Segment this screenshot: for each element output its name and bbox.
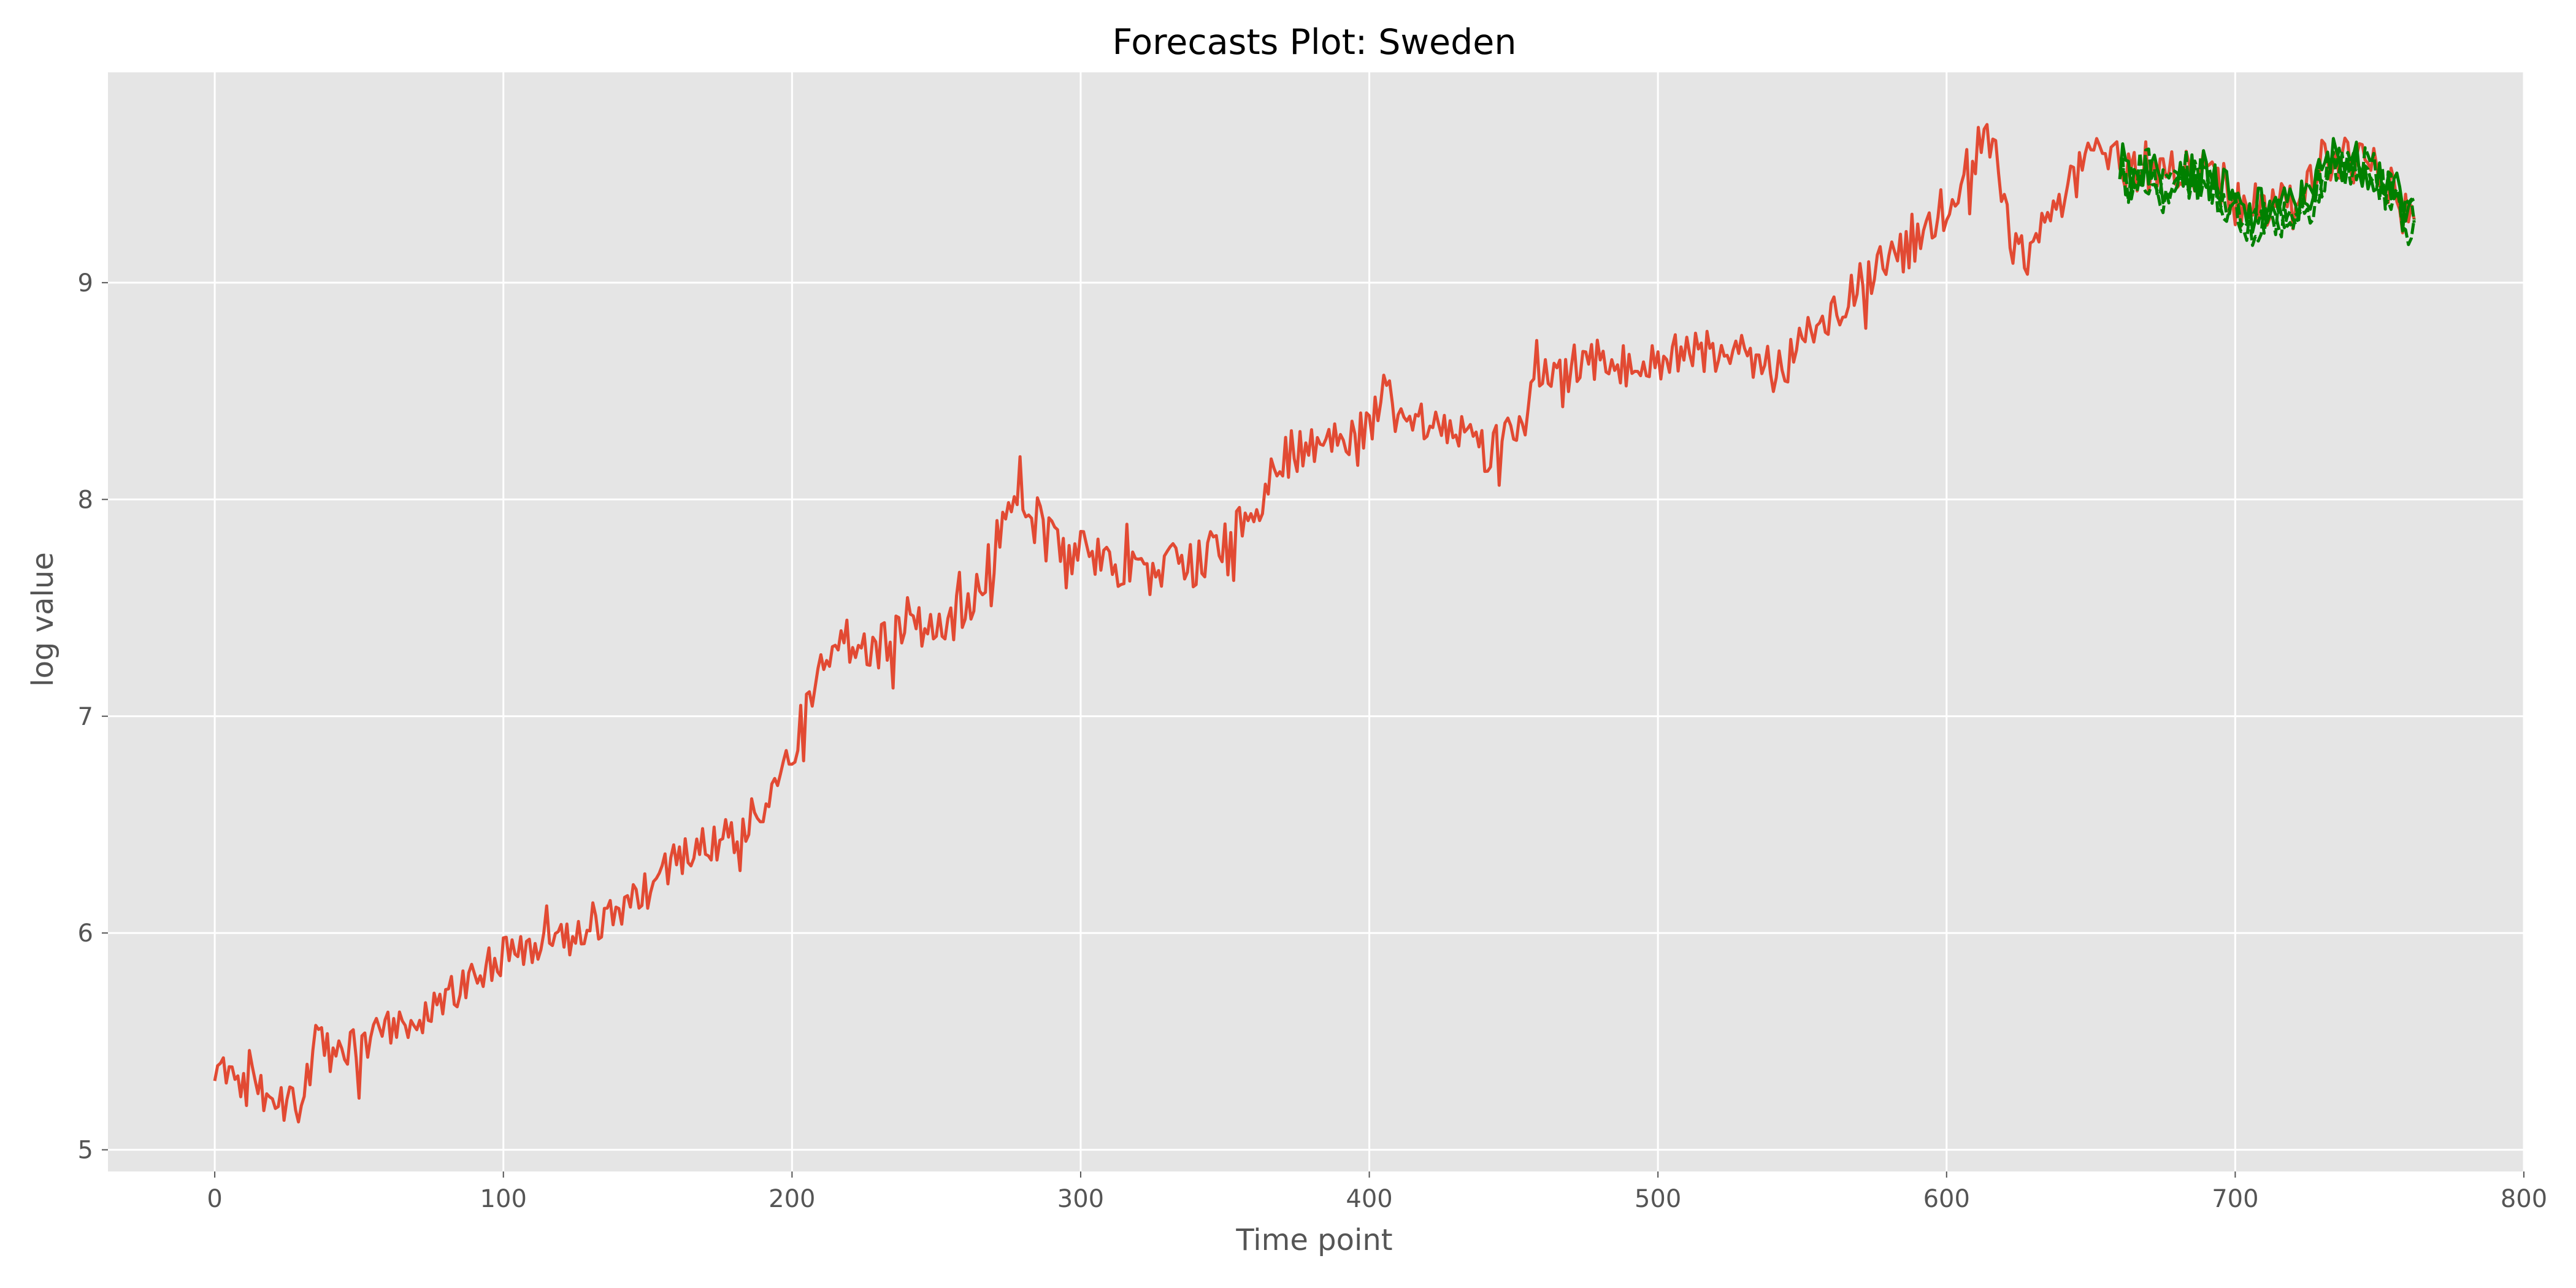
tick-layer: 0 100 200 300 400 500 600 700 800 5 6 7 8 9	[78, 269, 2548, 1213]
y-tick-label: 6	[78, 919, 93, 948]
x-tick-label: 600	[1923, 1185, 1970, 1213]
x-tick-label: 100	[480, 1185, 527, 1213]
series-layer	[213, 123, 2416, 1124]
x-tick-label: 200	[769, 1185, 815, 1213]
y-axis-label: log value	[26, 552, 60, 687]
x-tick-label: 800	[2501, 1185, 2547, 1213]
grid-lines	[108, 72, 2525, 1171]
y-tick-label: 8	[78, 486, 93, 514]
y-tick-label: 7	[78, 703, 93, 731]
x-tick-label: 700	[2212, 1185, 2258, 1213]
chart-title: Forecasts Plot: Sweden	[1112, 22, 1516, 63]
y-tick-label: 9	[78, 269, 93, 297]
plot-background	[108, 72, 2524, 1171]
actual-series-line	[213, 123, 2416, 1124]
x-tick-label: 400	[1346, 1185, 1392, 1213]
y-tick-label: 5	[78, 1137, 93, 1165]
x-axis-label: Time point	[1235, 1223, 1392, 1257]
x-tick-label: 0	[207, 1185, 222, 1213]
forecast-series-line	[2118, 147, 2416, 247]
x-tick-label: 300	[1057, 1185, 1104, 1213]
x-tick-label: 500	[1635, 1185, 1681, 1213]
